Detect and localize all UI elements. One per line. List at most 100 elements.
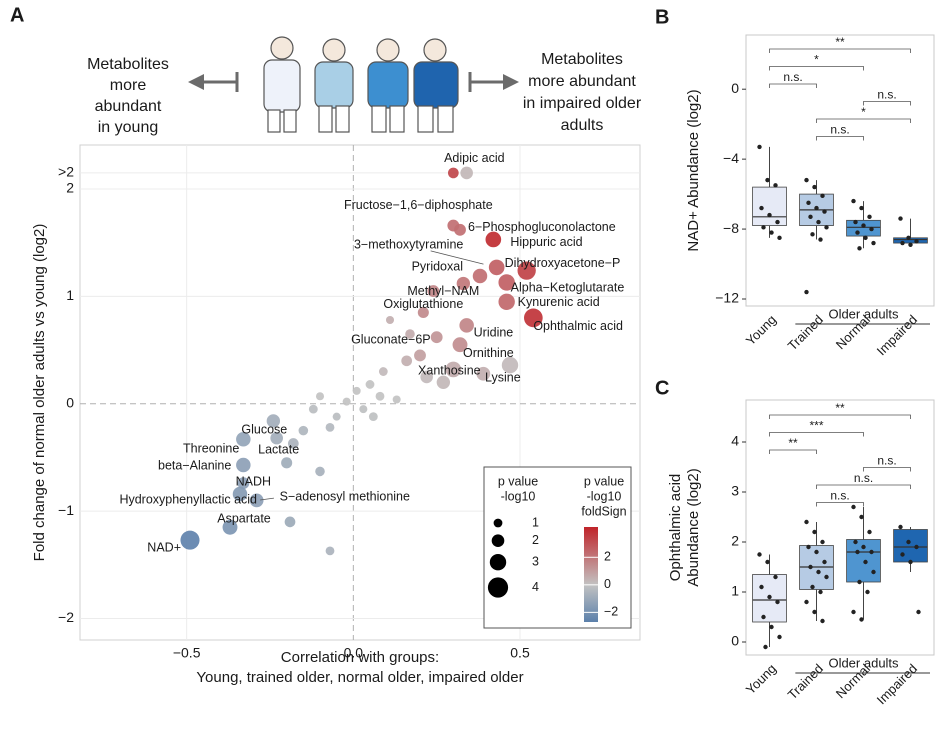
significance-bracket <box>816 118 911 123</box>
data-point <box>452 337 468 353</box>
data-point <box>460 166 473 180</box>
point-label: Lactate <box>258 442 299 456</box>
data-point <box>368 412 378 422</box>
jitter-point <box>900 240 905 246</box>
jitter-point <box>863 235 868 241</box>
data-point <box>414 349 426 362</box>
data-point <box>485 231 502 248</box>
jitter-point <box>767 212 772 218</box>
data-point <box>501 356 519 374</box>
group-label: Older adults <box>828 655 899 670</box>
jitter-point <box>906 539 911 545</box>
annotation: in impaired older <box>523 95 642 112</box>
jitter-point <box>869 226 874 232</box>
legend-label: 2 <box>532 533 539 547</box>
jitter-point <box>775 219 780 225</box>
point-label: Dihydroxyacetone−P <box>505 256 621 270</box>
significance-label: n.s. <box>830 123 849 137</box>
jitter-point <box>806 200 811 206</box>
leader-line <box>260 497 274 501</box>
y-tick-label: 0 <box>731 633 739 649</box>
jitter-point <box>914 544 919 550</box>
jitter-point <box>804 599 809 605</box>
data-point <box>284 516 296 528</box>
significance-label: ** <box>835 401 845 415</box>
jitter-point <box>820 539 825 545</box>
data-point <box>315 392 325 401</box>
legend-title: -log10 <box>587 489 622 503</box>
data-point <box>417 306 429 319</box>
point-label: Kynurenic acid <box>518 295 600 309</box>
data-point <box>454 223 466 236</box>
jitter-point <box>898 524 903 530</box>
y-tick-label: 4 <box>731 433 739 449</box>
box <box>893 529 928 563</box>
data-point <box>236 431 251 447</box>
jitter-point <box>816 219 821 225</box>
jitter-point <box>806 544 811 550</box>
jitter-point <box>871 569 876 575</box>
jitter-point <box>765 177 770 183</box>
legend-size <box>491 534 505 547</box>
legend-title: p value <box>584 474 624 488</box>
data-point <box>365 380 375 389</box>
y-tick-label: 0 <box>66 394 74 410</box>
data-point <box>281 457 293 469</box>
legend-size <box>493 518 503 528</box>
jitter-point <box>820 618 825 624</box>
point-label: Methyl−NAM <box>407 284 479 298</box>
jitter-point <box>820 193 825 199</box>
point-label: Xanthosine <box>418 364 481 378</box>
jitter-point <box>769 624 774 630</box>
data-point <box>523 308 543 328</box>
significance-bracket <box>816 484 911 489</box>
y-tick-label: 1 <box>731 583 739 599</box>
panel-letter: B <box>655 6 669 28</box>
point-label: Lysine <box>485 370 521 384</box>
legend-size <box>487 577 509 598</box>
data-point <box>436 375 451 389</box>
jitter-point <box>853 219 858 225</box>
data-point <box>445 361 462 378</box>
jitter-point <box>804 289 809 295</box>
x-tick-label: 0.0 <box>344 645 364 661</box>
jitter-point <box>853 539 858 545</box>
point-label: NADH <box>236 475 271 489</box>
point-label: Pyridoxal <box>412 259 463 273</box>
jitter-point <box>824 574 829 580</box>
point-label: 6−Phosphogluconolactone <box>468 220 616 234</box>
jitter-point <box>816 569 821 575</box>
jitter-point <box>804 519 809 525</box>
data-point <box>405 329 415 339</box>
x-tick-label: Young <box>743 312 779 348</box>
y-tick-label: −2 <box>58 609 74 625</box>
data-point <box>249 493 264 508</box>
jitter-point <box>867 214 872 220</box>
jitter-point <box>822 209 827 214</box>
jitter-point <box>869 549 874 555</box>
box <box>752 186 787 226</box>
leader-line <box>430 250 484 265</box>
point-label: 3−methoxytyramine <box>354 238 463 252</box>
annotation: abundant <box>95 98 162 115</box>
annotation: in young <box>98 119 159 136</box>
data-point <box>236 457 251 473</box>
y-axis-title: Ophthalmic acid <box>667 474 684 582</box>
jitter-point <box>851 609 856 615</box>
data-point <box>352 386 361 395</box>
data-point <box>427 285 440 297</box>
significance-bracket <box>769 83 817 88</box>
jitter-point <box>808 564 813 570</box>
y-tick-label: −4 <box>723 150 739 166</box>
data-point <box>456 276 471 291</box>
jitter-point <box>900 552 905 557</box>
jitter-point <box>765 559 770 565</box>
data-point <box>378 367 388 376</box>
point-label: Ornithine <box>463 346 514 360</box>
jitter-point <box>763 644 768 650</box>
y-tick-label: >2 <box>58 164 74 180</box>
data-point <box>332 412 341 421</box>
jitter-point <box>814 205 819 211</box>
annotation: Metabolites <box>87 56 169 73</box>
